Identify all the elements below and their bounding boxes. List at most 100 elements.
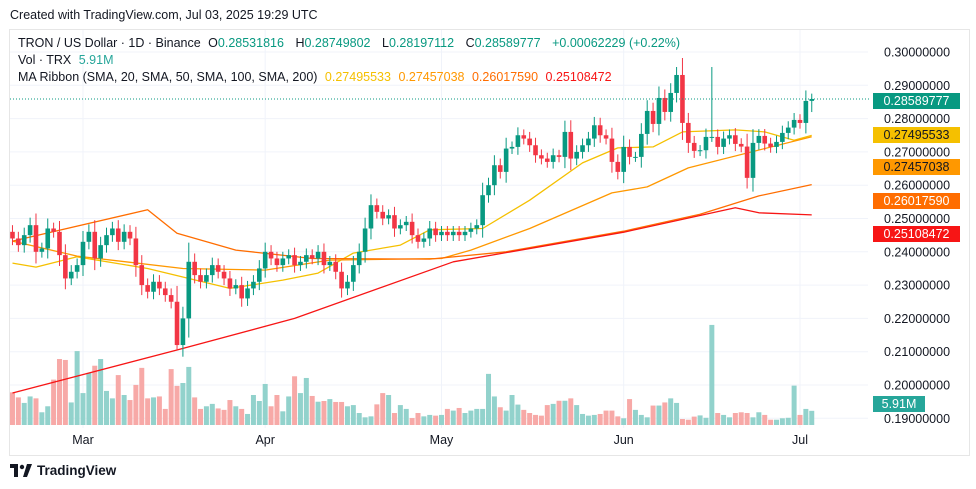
- volume-bar: [456, 407, 462, 425]
- price-tick-label: 0.19000000: [884, 412, 950, 426]
- volume-bar: [556, 400, 562, 425]
- candle-down: [309, 255, 315, 259]
- candle-down: [527, 138, 532, 146]
- volume-bar: [685, 419, 691, 425]
- volume-bar: [474, 408, 480, 425]
- candle-down: [568, 131, 574, 159]
- volume-label[interactable]: Vol · TRX: [18, 53, 72, 67]
- volume-bar: [409, 418, 415, 425]
- candle-up: [362, 228, 368, 252]
- candle-down: [274, 258, 280, 266]
- volume-bar: [127, 400, 133, 425]
- volume-bar: [303, 377, 309, 425]
- volume-bar: [174, 385, 180, 425]
- volume-bar: [21, 402, 27, 425]
- volume-bar: [386, 395, 392, 425]
- price-tick-label: 0.26000000: [884, 179, 950, 193]
- volume-bar: [321, 401, 327, 425]
- volume-bar: [268, 406, 274, 425]
- ma-ribbon-label[interactable]: MA Ribbon (SMA, 20, SMA, 50, SMA, 100, S…: [18, 70, 318, 84]
- candle-up: [474, 225, 480, 229]
- candle-up: [785, 127, 791, 133]
- volume-bar: [98, 359, 104, 425]
- volume-bar: [744, 413, 750, 425]
- candle-up: [727, 135, 732, 139]
- tradingview-logo-text: TradingView: [37, 463, 117, 478]
- candle-down: [456, 231, 462, 236]
- volume-bar: [632, 409, 638, 425]
- volume-bar: [703, 417, 709, 425]
- candle-up: [709, 136, 715, 138]
- volume-bar: [656, 405, 662, 425]
- candle-up: [633, 156, 638, 158]
- volume-bar: [544, 405, 550, 425]
- candle-up: [39, 248, 45, 252]
- volume-bar: [274, 395, 280, 425]
- candle-down: [133, 238, 139, 266]
- price-badge: 0.27457038: [873, 159, 960, 175]
- candle-up: [562, 131, 568, 157]
- volume-bar: [356, 413, 362, 425]
- volume-bar: [591, 414, 597, 425]
- volume-bar: [726, 417, 732, 425]
- volume-bar: [51, 379, 57, 425]
- volume-bar: [509, 395, 515, 425]
- price-tick-label: 0.23000000: [884, 279, 950, 293]
- candle-up: [486, 185, 491, 196]
- volume-bar: [585, 415, 591, 425]
- volume-bar: [362, 417, 368, 425]
- candle-down: [162, 288, 168, 296]
- volume-bar: [227, 400, 233, 425]
- volume-bar: [121, 395, 127, 425]
- candle-up: [398, 225, 403, 229]
- price-badge: 0.26017590: [873, 193, 960, 209]
- candle-down: [333, 261, 339, 272]
- volume-bar: [527, 413, 533, 425]
- volume-bar: [521, 409, 527, 425]
- candles: [10, 57, 815, 357]
- candle-up: [403, 221, 409, 226]
- candle-up: [580, 145, 585, 152]
- candle-up: [80, 241, 86, 266]
- symbol-title[interactable]: TRON / US Dollar · 1D · Binance: [18, 36, 201, 50]
- volume-bar: [391, 413, 397, 425]
- chart-legend: TRON / US Dollar · 1D · Binance O0.28531…: [18, 35, 684, 86]
- volume-bar: [162, 408, 168, 425]
- volume-bar: [368, 416, 374, 425]
- volume-bar: [785, 417, 791, 425]
- candle-down: [539, 155, 544, 159]
- ma-ribbon-row: MA Ribbon (SMA, 20, SMA, 50, SMA, 100, S…: [18, 69, 684, 86]
- candle-up: [674, 74, 679, 93]
- volume-bar: [574, 405, 580, 425]
- candle-down: [221, 271, 227, 279]
- candle-down: [738, 143, 744, 147]
- volume-bar: [450, 410, 456, 425]
- volume-bar: [597, 413, 603, 425]
- candle-down: [409, 221, 415, 236]
- price-tick-label: 0.21000000: [884, 345, 950, 359]
- open-value: 0.28531816: [217, 36, 284, 50]
- volume-bar: [433, 415, 439, 425]
- volume-bar: [803, 408, 809, 425]
- volume-bar: [568, 398, 574, 425]
- volume-bar: [438, 414, 444, 425]
- volume-bar: [309, 395, 315, 425]
- candle-up: [703, 136, 709, 151]
- time-tick-label: Apr: [255, 433, 274, 447]
- chart-frame[interactable]: [9, 29, 970, 456]
- candle-down: [321, 251, 327, 266]
- volume-bar: [756, 412, 762, 425]
- candle-down: [174, 301, 180, 346]
- volume-bar: [462, 413, 468, 425]
- tradingview-logo[interactable]: TradingView: [10, 463, 116, 478]
- volume-bar: [33, 398, 39, 425]
- time-tick-label: May: [430, 433, 454, 447]
- volume-bar: [580, 413, 586, 425]
- volume-bar: [339, 401, 345, 425]
- candle-up: [257, 268, 262, 282]
- volume-bar: [621, 418, 627, 425]
- candle-down: [168, 295, 174, 302]
- candle-up: [644, 110, 650, 134]
- volume-bar: [415, 413, 421, 425]
